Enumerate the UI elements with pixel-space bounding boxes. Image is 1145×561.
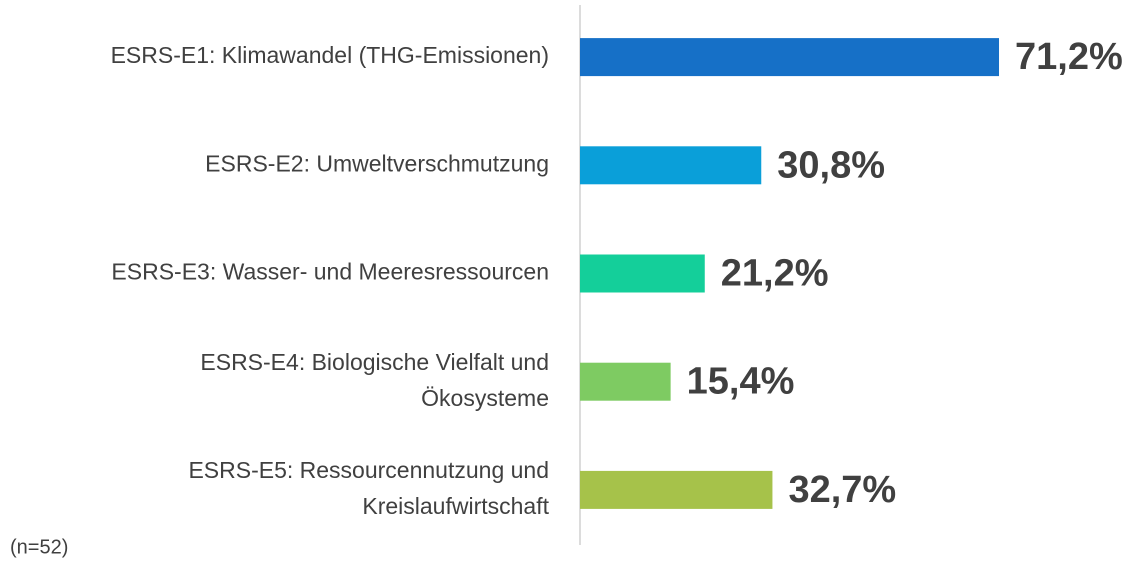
bar xyxy=(580,470,773,509)
category-label: ESRS-E2: Umweltverschmutzung xyxy=(205,150,549,176)
category-label: Ökosysteme xyxy=(421,385,549,411)
value-label: 21,2% xyxy=(721,253,829,295)
bar xyxy=(580,254,705,293)
bar xyxy=(580,362,671,401)
category-label: ESRS-E3: Wasser- und Meeresressourcen xyxy=(111,259,549,285)
value-label: 30,8% xyxy=(777,144,885,186)
bar xyxy=(580,38,1000,77)
category-label: Kreislaufwirtschaft xyxy=(362,493,549,519)
bar xyxy=(580,146,762,185)
value-label: 32,7% xyxy=(788,469,896,511)
category-label: ESRS-E5: Ressourcennutzung und xyxy=(188,457,549,483)
value-label: 15,4% xyxy=(687,361,795,403)
category-label: ESRS-E1: Klimawandel (THG-Emissionen) xyxy=(111,42,549,68)
value-label: 71,2% xyxy=(1015,36,1123,78)
category-label: ESRS-E4: Biologische Vielfalt und xyxy=(200,349,549,375)
note: (n=52) xyxy=(10,536,68,558)
